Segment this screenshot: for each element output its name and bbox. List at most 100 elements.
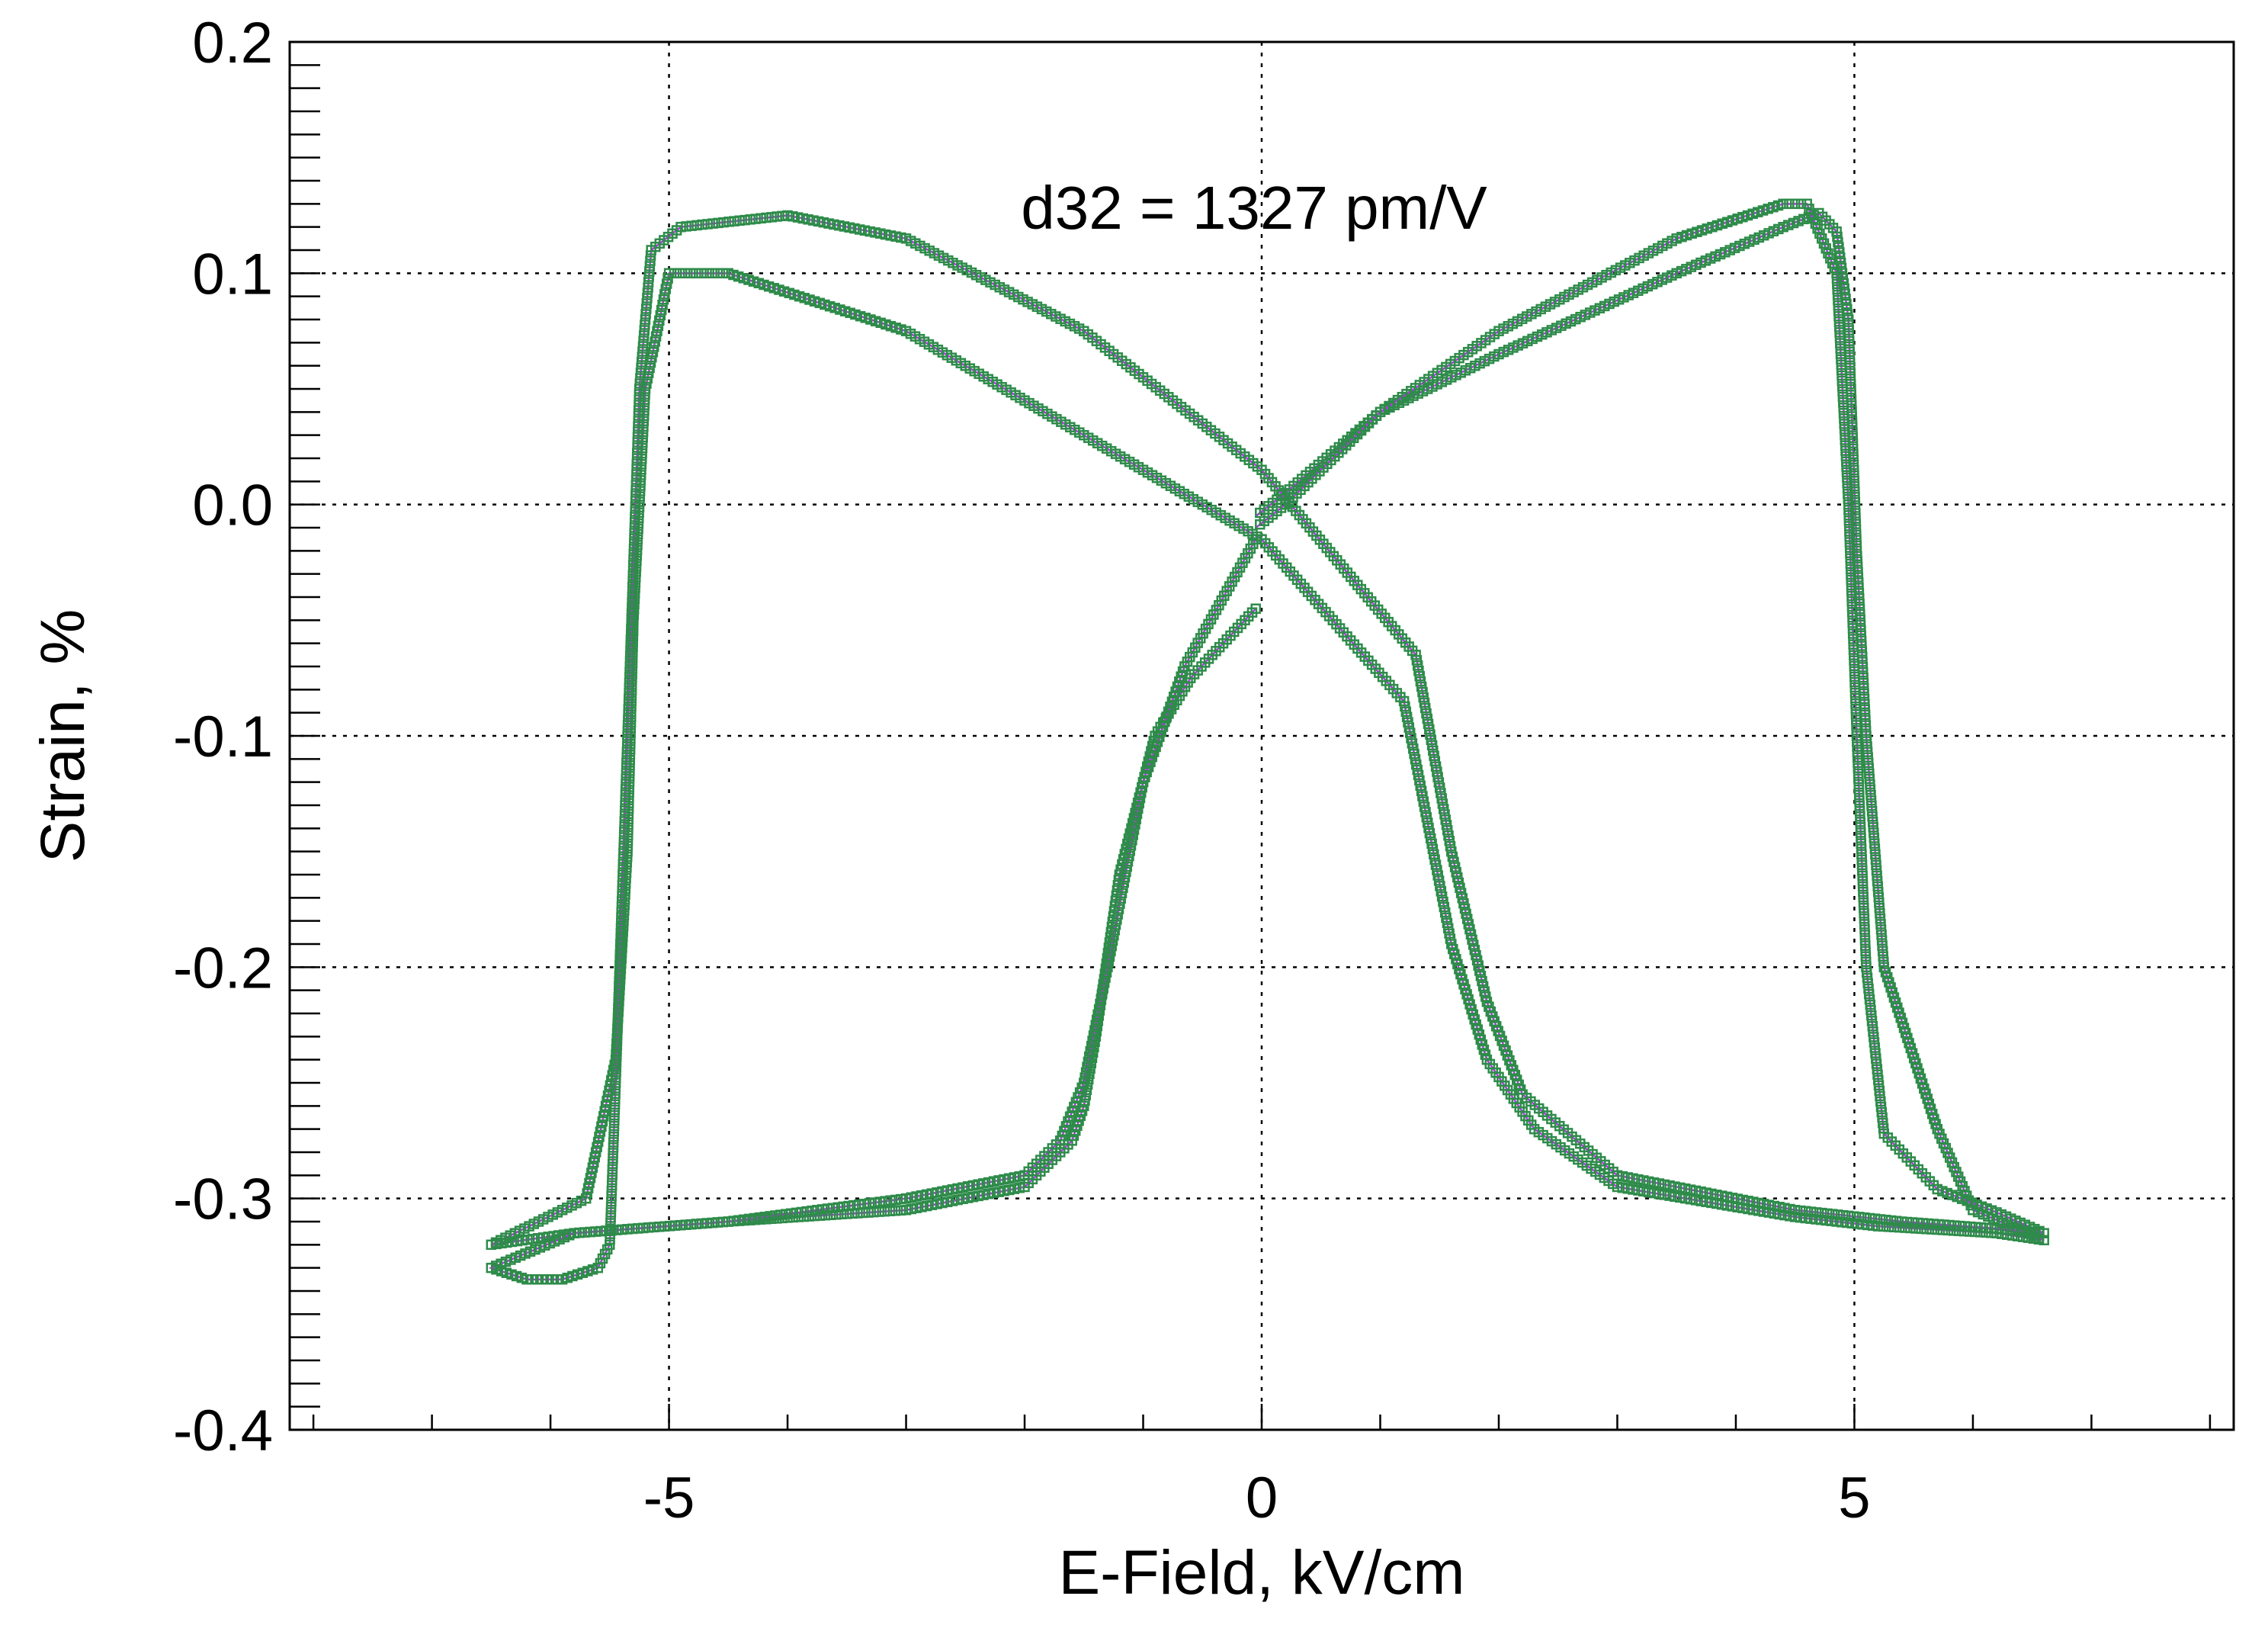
data-point [1848, 639, 1859, 650]
data-point [1638, 1175, 1649, 1186]
data-point [1418, 692, 1429, 703]
data-point [825, 1209, 836, 1221]
data-point [1716, 1190, 1727, 1201]
data-point [1444, 835, 1455, 846]
data-point [1446, 846, 1457, 857]
data-point [637, 352, 648, 362]
data-point [895, 1193, 906, 1205]
data-point [1847, 612, 1858, 623]
data-point [607, 1174, 618, 1186]
data-point [674, 268, 685, 279]
data-point [701, 268, 712, 279]
data-point [1959, 1221, 1971, 1232]
data-point [1870, 849, 1881, 859]
data-point [1855, 817, 1865, 827]
data-point [1874, 902, 1885, 914]
data-point [1862, 972, 1873, 984]
data-point [626, 624, 637, 634]
y-tick-label: 0.1 [192, 242, 273, 307]
data-point [662, 273, 673, 284]
data-point [1853, 577, 1864, 588]
data-point [1449, 862, 1461, 872]
data-point [849, 223, 860, 234]
data-point [1695, 1186, 1706, 1197]
data-point [640, 384, 651, 394]
data-point [1878, 1128, 1890, 1139]
data-point [1119, 872, 1131, 883]
data-point [890, 1194, 901, 1206]
data-point [641, 298, 653, 309]
data-point [1464, 923, 1475, 935]
data-point [1113, 904, 1124, 914]
data-point [1863, 988, 1875, 1000]
data-point [772, 211, 782, 222]
data-point [608, 1137, 619, 1148]
data-point [1833, 294, 1843, 306]
data-point [1867, 811, 1878, 822]
data-point [1875, 908, 1885, 919]
data-point [632, 448, 643, 458]
data-point [1014, 1183, 1025, 1193]
data-point [1398, 695, 1410, 707]
data-point [1432, 772, 1443, 782]
data-point [1779, 1209, 1790, 1221]
data-point [1856, 838, 1867, 849]
data-point [1432, 766, 1442, 777]
data-point [1110, 920, 1121, 930]
data-point [1863, 763, 1874, 774]
data-point [605, 1239, 615, 1251]
data-point [1789, 1212, 1801, 1222]
data-point [632, 442, 643, 453]
data-point [631, 469, 642, 480]
data-point [702, 219, 713, 230]
data-point [608, 1132, 619, 1142]
data-point [1439, 809, 1450, 820]
data-point [675, 221, 686, 233]
data-point [1112, 909, 1123, 920]
data-point [621, 741, 633, 752]
data-point [1414, 670, 1425, 682]
data-point [644, 261, 656, 271]
data-point [632, 437, 643, 448]
data-point [739, 1214, 749, 1225]
data-point [1445, 933, 1456, 944]
data-point [1115, 898, 1125, 909]
data-point [879, 1206, 890, 1217]
data-point [619, 816, 630, 827]
data-point [641, 378, 652, 389]
data-point [605, 1228, 616, 1239]
data-point [646, 352, 657, 363]
data-point [633, 416, 644, 426]
data-point [615, 933, 626, 944]
data-point [1894, 1222, 1905, 1233]
data-point [621, 747, 633, 757]
data-point [624, 677, 635, 688]
data-point [911, 1203, 922, 1213]
data-point [1461, 914, 1473, 924]
data-point [1785, 1203, 1795, 1215]
data-point [1789, 1205, 1801, 1216]
data-point [622, 1224, 633, 1235]
data-point [605, 1223, 616, 1234]
data-point [1847, 628, 1859, 639]
data-point [1844, 542, 1856, 553]
data-point [1846, 607, 1858, 618]
data-point [1853, 1212, 1865, 1222]
data-point [627, 1223, 638, 1235]
data-point [620, 784, 631, 795]
data-point [648, 1222, 659, 1233]
data-point [1876, 930, 1887, 940]
data-point [766, 212, 777, 223]
data-point [1939, 1219, 1949, 1230]
data-point [1869, 838, 1880, 849]
data-point [1837, 1209, 1849, 1221]
data-point [1421, 812, 1432, 823]
data-point [962, 1181, 974, 1192]
data-point [1878, 956, 1889, 968]
data-point [607, 1169, 618, 1180]
data-point [1455, 888, 1467, 898]
data-point [629, 533, 640, 544]
data-point [1862, 752, 1873, 763]
data-point [1859, 908, 1869, 919]
data-point [788, 211, 798, 222]
